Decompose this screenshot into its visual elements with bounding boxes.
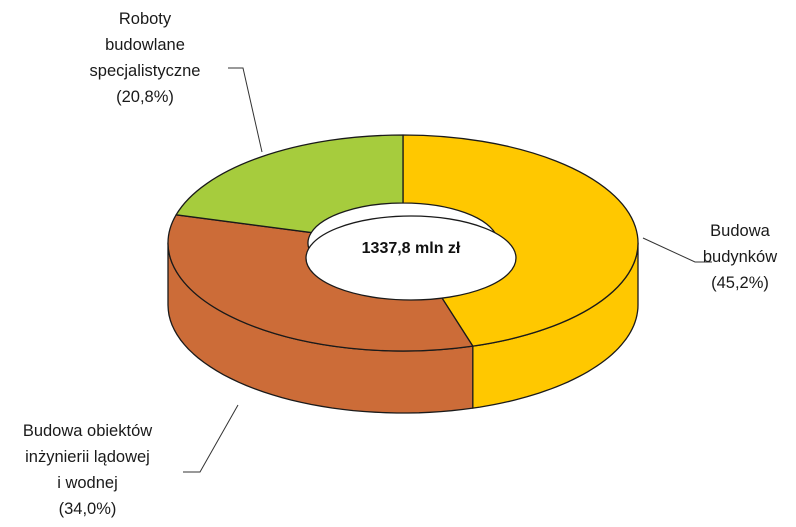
leader-line-2 [228, 67, 263, 153]
label-line: Roboty [118, 10, 172, 28]
leader-line-1 [183, 404, 239, 473]
label-line: inżynierii lądowej [25, 448, 150, 466]
label-line: Budowa obiektów [22, 422, 153, 440]
slice-label-budowa-obiektow: Budowa obiektów inżynierii lądowej i wod… [0, 418, 175, 522]
slice-label-roboty-budowlane: Roboty budowlane specjalistyczne (20,8%) [70, 6, 220, 110]
slice-top-2 [175, 134, 404, 234]
label-percent: (20,8%) [116, 88, 174, 106]
leader-line-0 [642, 237, 712, 263]
donut-hole [305, 215, 517, 301]
label-line: i wodnej [57, 474, 118, 492]
slice-label-budowa-budynkow: Budowa budynków (45,2%) [680, 218, 796, 296]
center-total-label: 1337,8 mln zł [361, 240, 461, 257]
label-line: budynków [702, 248, 778, 266]
label-line: specjalistyczne [89, 62, 201, 80]
label-line: budowlane [105, 36, 185, 54]
label-line: Budowa [710, 222, 770, 240]
label-percent: (34,0%) [58, 500, 117, 518]
label-percent: (45,2%) [711, 274, 769, 292]
